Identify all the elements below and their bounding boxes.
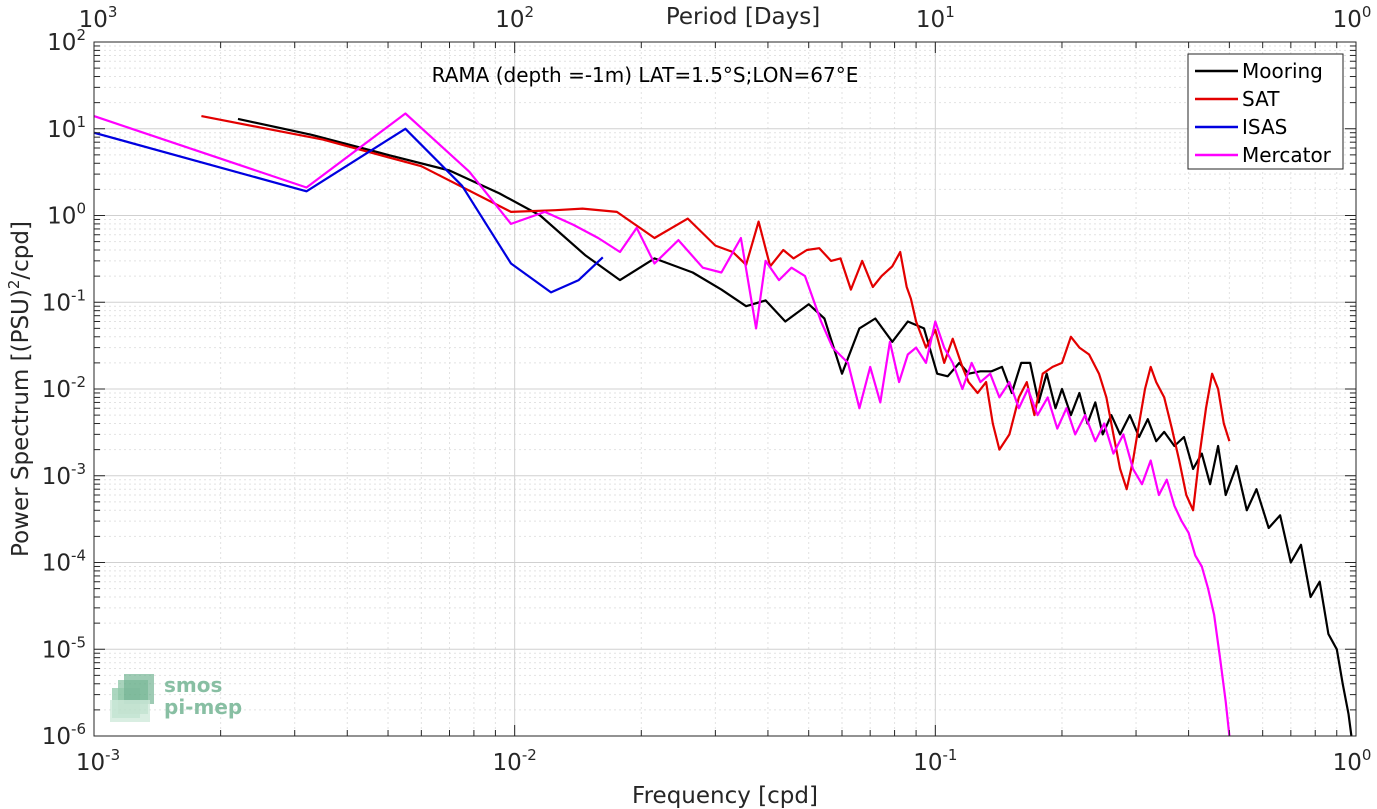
y-tick-label-exp: -6 — [71, 720, 86, 738]
y-tick-label: 10-4 — [42, 547, 86, 577]
y-tick-label-base: 10 — [42, 637, 71, 663]
legend-label-isas: ISAS — [1242, 115, 1287, 139]
y-tick-label-base: 10 — [42, 464, 71, 490]
y-tick-label: 101 — [47, 113, 86, 143]
top-tick-label: 102 — [495, 3, 534, 33]
logo-block-3 — [124, 674, 154, 704]
y-axis-label-sup: 2 — [5, 280, 23, 290]
y-tick-label-base: 10 — [47, 204, 76, 230]
x-tick-label: 100 — [1333, 746, 1372, 776]
y-tick-label-exp: -1 — [71, 286, 86, 304]
top-tick-label-exp: 1 — [945, 3, 955, 21]
tick-marks — [93, 41, 1357, 737]
top-tick-label-base: 10 — [79, 7, 108, 33]
y-tick-label-exp: 2 — [76, 26, 86, 44]
series-line-sat — [201, 115, 1231, 512]
x-tick-label-exp: -3 — [105, 746, 120, 764]
x-tick-label-exp: -1 — [942, 746, 957, 764]
y-axis-label-tail: /cpd] — [8, 221, 34, 280]
legend-label-mooring: Mooring — [1242, 59, 1323, 83]
top-tick-label-exp: 2 — [525, 3, 535, 21]
y-tick-label-exp: -4 — [71, 547, 86, 565]
legend-box — [1187, 53, 1344, 170]
y-tick-label-exp: -3 — [71, 460, 86, 478]
top-tick-label-base: 10 — [495, 7, 524, 33]
series-line-mercator — [94, 112, 1231, 736]
top-tick-label-base: 10 — [1333, 7, 1362, 33]
y-tick-label: 10-6 — [42, 720, 86, 750]
top-tick-label-exp: 0 — [1362, 3, 1372, 21]
series-layer — [94, 112, 1353, 736]
x-tick-label-base: 10 — [76, 750, 105, 776]
y-tick-label-exp: 0 — [76, 200, 86, 218]
x-axis-label: Frequency [cpd] — [632, 783, 818, 809]
x-tick-label-base: 10 — [1333, 750, 1362, 776]
y-tick-label: 102 — [47, 26, 86, 56]
legend: Mooring SAT ISAS Mercator — [1187, 53, 1344, 170]
x-tick-label-base: 10 — [493, 750, 522, 776]
series-line-isas — [94, 127, 604, 294]
y-tick-label-exp: 1 — [76, 113, 86, 131]
y-axis-label-main: Power Spectrum [(PSU) — [8, 289, 34, 557]
legend-label-sat: SAT — [1242, 87, 1280, 111]
top-tick-label: 103 — [79, 3, 118, 33]
y-tick-label-exp: -2 — [71, 373, 86, 391]
logo-text-smos: smos — [164, 673, 222, 697]
top-tick-label: 101 — [916, 3, 955, 33]
y-tick-label: 100 — [47, 200, 86, 230]
top-tick-label-base: 10 — [916, 7, 945, 33]
x-tick-label: 10-1 — [913, 746, 957, 776]
chart-annotation: RAMA (depth =-1m) LAT=1.5°S;LON=67°E — [432, 63, 859, 87]
y-tick-label-exp: -5 — [71, 633, 86, 651]
y-tick-label-base: 10 — [42, 724, 71, 750]
top-tick-label: 100 — [1333, 3, 1372, 33]
x-tick-label: 10-2 — [493, 746, 537, 776]
y-tick-label-base: 10 — [47, 30, 76, 56]
x-tick-label: 10-3 — [76, 746, 120, 776]
y-tick-label: 10-3 — [42, 460, 86, 490]
y-tick-label: 10-5 — [42, 633, 86, 663]
top-tick-label-exp: 3 — [108, 3, 118, 21]
x-tick-label-exp: -2 — [522, 746, 537, 764]
smos-pi-mep-logo: smos pi-mep — [110, 673, 242, 722]
x-tick-label-exp: 0 — [1362, 746, 1372, 764]
logo-block-4 — [110, 700, 150, 722]
y-axis-label: Power Spectrum [(PSU)2/cpd] — [5, 221, 34, 557]
x-tick-label-base: 10 — [913, 750, 942, 776]
y-tick-label-base: 10 — [42, 377, 71, 403]
y-tick-label: 10-1 — [42, 286, 86, 316]
y-tick-label-base: 10 — [47, 117, 76, 143]
logo-text-pimep: pi-mep — [164, 695, 242, 719]
top-axis-label: Period [Days] — [666, 4, 820, 30]
y-tick-label-base: 10 — [42, 551, 71, 577]
y-tick-label: 10-2 — [42, 373, 86, 403]
legend-label-mercator: Mercator — [1242, 143, 1332, 167]
y-tick-label-base: 10 — [42, 290, 71, 316]
